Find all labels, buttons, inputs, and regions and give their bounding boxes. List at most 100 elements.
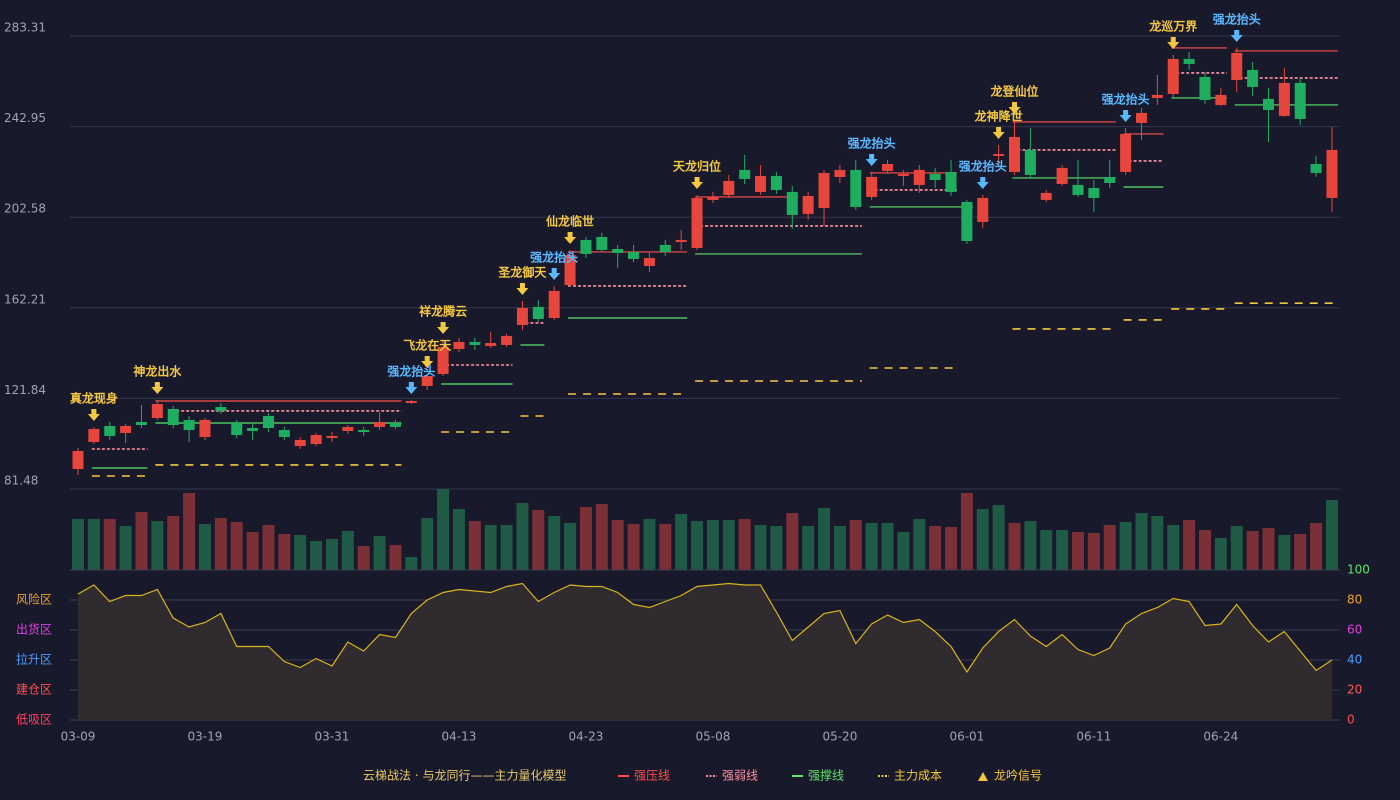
- signal-label: 圣龙御天: [497, 264, 547, 279]
- signal-label: 神龙出水: [133, 363, 182, 378]
- candle-body: [866, 176, 878, 197]
- legend-label: 强压线: [634, 769, 670, 783]
- x-tick-label: 03-19: [188, 730, 223, 744]
- candle-body: [1120, 133, 1132, 172]
- candle-body: [1326, 149, 1338, 198]
- signal-label: 仙龙临世: [546, 213, 594, 228]
- candle-body: [183, 419, 195, 430]
- candle-body: [310, 434, 322, 444]
- candle-body: [1088, 187, 1100, 198]
- candle-body: [818, 172, 830, 208]
- volume-bar: [452, 509, 465, 570]
- x-tick-label: 06-01: [949, 730, 984, 744]
- volume-bar: [897, 532, 910, 570]
- candle-body: [739, 169, 751, 179]
- volume-bar: [1246, 531, 1259, 570]
- candle-body: [770, 175, 782, 190]
- candle-body: [421, 375, 433, 386]
- signal-label: 强龙抬头: [848, 135, 896, 150]
- candle-body: [1199, 76, 1211, 100]
- volume-bar: [992, 505, 1005, 570]
- volume-bar: [1103, 525, 1116, 570]
- volume-bar: [564, 523, 577, 570]
- volume-bar: [183, 493, 196, 570]
- signal-label: 天龙归位: [673, 158, 721, 173]
- volume-bar: [818, 508, 831, 570]
- volume-bar: [754, 525, 767, 570]
- candle-body: [453, 341, 465, 349]
- candle-body: [1294, 82, 1306, 119]
- candle-body: [1167, 58, 1179, 94]
- legend-subtitle: 云梯战法 · 与龙同行——主力量化模型: [363, 769, 566, 783]
- signal-arrow: [1230, 29, 1243, 42]
- y-tick-label: 242.95: [4, 111, 46, 125]
- volume-bar: [643, 519, 656, 570]
- candle-body: [389, 422, 401, 427]
- x-tick-label: 04-13: [442, 730, 477, 744]
- candle-body: [135, 421, 147, 425]
- signal-arrow: [151, 381, 164, 394]
- candle-body: [548, 290, 560, 318]
- candle-body: [374, 421, 386, 427]
- candle-body: [532, 306, 544, 319]
- y-tick-label: 283.31: [4, 21, 46, 35]
- candle-body: [929, 173, 941, 180]
- volume-bar: [738, 519, 751, 570]
- candle-body: [88, 428, 100, 443]
- y-tick-label: 80: [1347, 593, 1362, 607]
- candle-body: [786, 191, 798, 215]
- volume-bar: [1294, 534, 1307, 570]
- volume-bar: [135, 512, 148, 570]
- candle-body: [485, 342, 497, 346]
- signal-arrow: [691, 176, 704, 189]
- volume-bar: [167, 516, 180, 570]
- volume-bar: [1310, 523, 1323, 570]
- zone-label: 风险区: [16, 592, 52, 607]
- y-tick-label: 202.58: [4, 202, 46, 216]
- volume-bar: [706, 520, 719, 570]
- y-tick-label: 100: [1347, 563, 1370, 577]
- signal-label: 强龙抬头: [959, 158, 1007, 173]
- candle-body: [961, 201, 973, 241]
- volume-bar: [151, 521, 164, 570]
- volume-bar: [691, 521, 704, 570]
- candle-body: [1040, 192, 1052, 200]
- candle-body: [1151, 94, 1163, 98]
- signal-arrow: [1008, 101, 1021, 114]
- volume-bar: [214, 518, 227, 570]
- signal-label: 强龙抬头: [1213, 11, 1261, 26]
- volume-bar: [802, 526, 815, 570]
- signal-arrow: [992, 126, 1005, 139]
- y-tick-label: 60: [1347, 623, 1362, 637]
- candle-body: [596, 236, 608, 250]
- candle-body: [1009, 136, 1021, 172]
- zone-label: 出货区: [16, 622, 52, 637]
- volume-bar: [262, 525, 275, 570]
- y-tick-label: 40: [1347, 653, 1362, 667]
- candle-body: [405, 400, 417, 403]
- volume-bar: [516, 503, 529, 570]
- candle-body: [151, 403, 163, 418]
- y-tick-label: 162.21: [4, 292, 46, 306]
- candle-body: [120, 425, 132, 433]
- volume-bar: [325, 539, 338, 570]
- volume-bar: [548, 516, 561, 570]
- volume-bar: [103, 519, 116, 570]
- volume-bar: [881, 523, 894, 570]
- x-tick-label: 03-31: [315, 730, 350, 744]
- candle-body: [247, 427, 259, 431]
- signal-arrow: [437, 321, 450, 334]
- volume-bar: [833, 526, 846, 570]
- candle-body: [1104, 176, 1116, 183]
- candle-body: [501, 335, 513, 345]
- volume-bar: [389, 545, 402, 570]
- volume-bar: [1198, 530, 1211, 570]
- candle-body: [564, 254, 576, 285]
- candle-body: [945, 171, 957, 192]
- volume-bar: [849, 520, 862, 570]
- candle-body: [882, 163, 894, 171]
- x-tick-label: 05-20: [822, 730, 857, 744]
- volume-bar: [627, 524, 640, 570]
- signal-label: 飞龙在天: [403, 337, 452, 352]
- volume-bar: [1167, 525, 1180, 570]
